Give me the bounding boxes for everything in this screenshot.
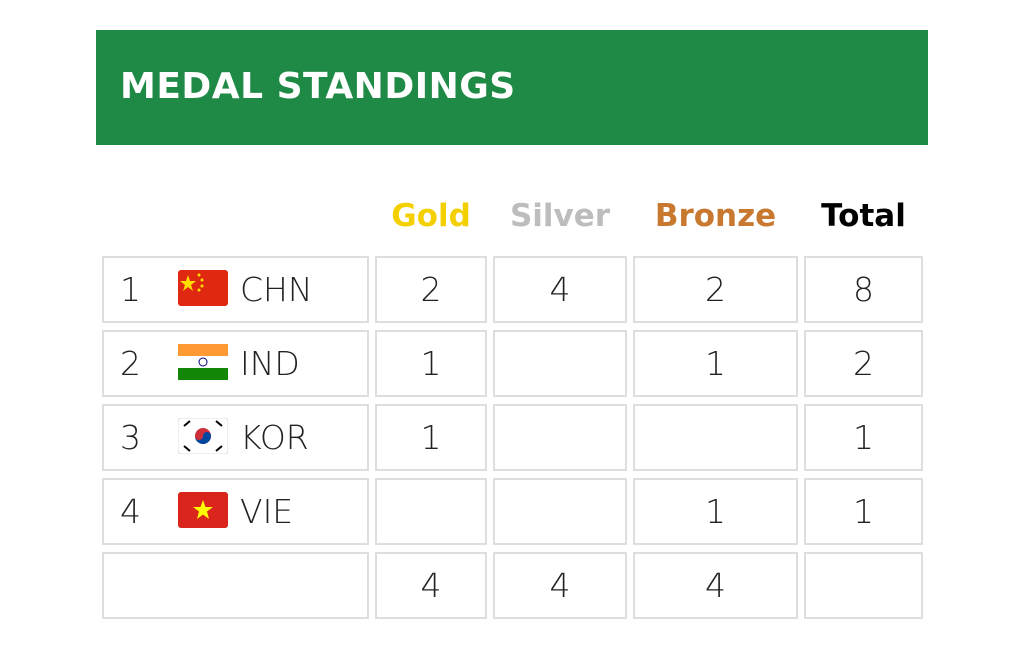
gold-count: 1 <box>420 344 442 383</box>
country-cell: 3 KOR <box>102 404 369 471</box>
total-count: 2 <box>853 344 874 383</box>
total-silver: 4 <box>549 566 571 605</box>
title-banner: MEDAL STANDINGS <box>96 30 928 145</box>
total-silver-cell: 4 <box>493 552 627 619</box>
total-count: 8 <box>853 270 874 309</box>
bronze-cell <box>633 404 798 471</box>
bronze-cell: 1 <box>633 478 798 545</box>
vietnam-flag-icon <box>178 492 228 528</box>
rank: 4 <box>120 492 141 531</box>
bronze-count: 1 <box>705 492 726 531</box>
total-cell: 2 <box>804 330 923 397</box>
bronze-cell: 1 <box>633 330 798 397</box>
silver-cell <box>493 330 627 397</box>
country-cell: 2 IND <box>102 330 369 397</box>
country-cell: 4 VIE <box>102 478 369 545</box>
silver-count: 4 <box>549 270 571 309</box>
china-flag-icon <box>178 270 228 306</box>
header-gold: Gold <box>391 198 471 234</box>
total-bronze-cell: 4 <box>633 552 798 619</box>
country-code: KOR <box>240 418 309 457</box>
rank: 1 <box>120 270 141 309</box>
silver-cell: 4 <box>493 256 627 323</box>
bronze-count: 1 <box>705 344 726 383</box>
country-cell: 1 CHN <box>102 256 369 323</box>
header-total: Total <box>821 198 906 234</box>
rank: 2 <box>120 344 141 383</box>
country-code: IND <box>240 344 300 383</box>
gold-cell: 1 <box>375 330 487 397</box>
gold-cell: 1 <box>375 404 487 471</box>
silver-cell <box>493 478 627 545</box>
country-code: CHN <box>240 270 313 309</box>
header-bronze: Bronze <box>654 198 777 234</box>
total-total-cell <box>804 552 923 619</box>
silver-cell <box>493 404 627 471</box>
totals-label-cell <box>102 552 369 619</box>
page-title: MEDAL STANDINGS <box>120 66 516 107</box>
gold-cell <box>375 478 487 545</box>
total-cell: 8 <box>804 256 923 323</box>
total-gold-cell: 4 <box>375 552 487 619</box>
total-gold: 4 <box>420 566 442 605</box>
country-code: VIE <box>240 492 294 531</box>
south-korea-flag-icon <box>177 417 229 455</box>
bronze-cell: 2 <box>633 256 798 323</box>
gold-count: 2 <box>420 270 442 309</box>
total-cell: 1 <box>804 404 923 471</box>
india-flag-icon <box>178 344 228 380</box>
bronze-count: 2 <box>705 270 726 309</box>
total-count: 1 <box>853 418 874 457</box>
total-bronze: 4 <box>705 566 726 605</box>
total-count: 1 <box>853 492 874 531</box>
header-silver: Silver <box>509 198 611 234</box>
gold-count: 1 <box>420 418 442 457</box>
rank: 3 <box>120 418 141 457</box>
gold-cell: 2 <box>375 256 487 323</box>
total-cell: 1 <box>804 478 923 545</box>
